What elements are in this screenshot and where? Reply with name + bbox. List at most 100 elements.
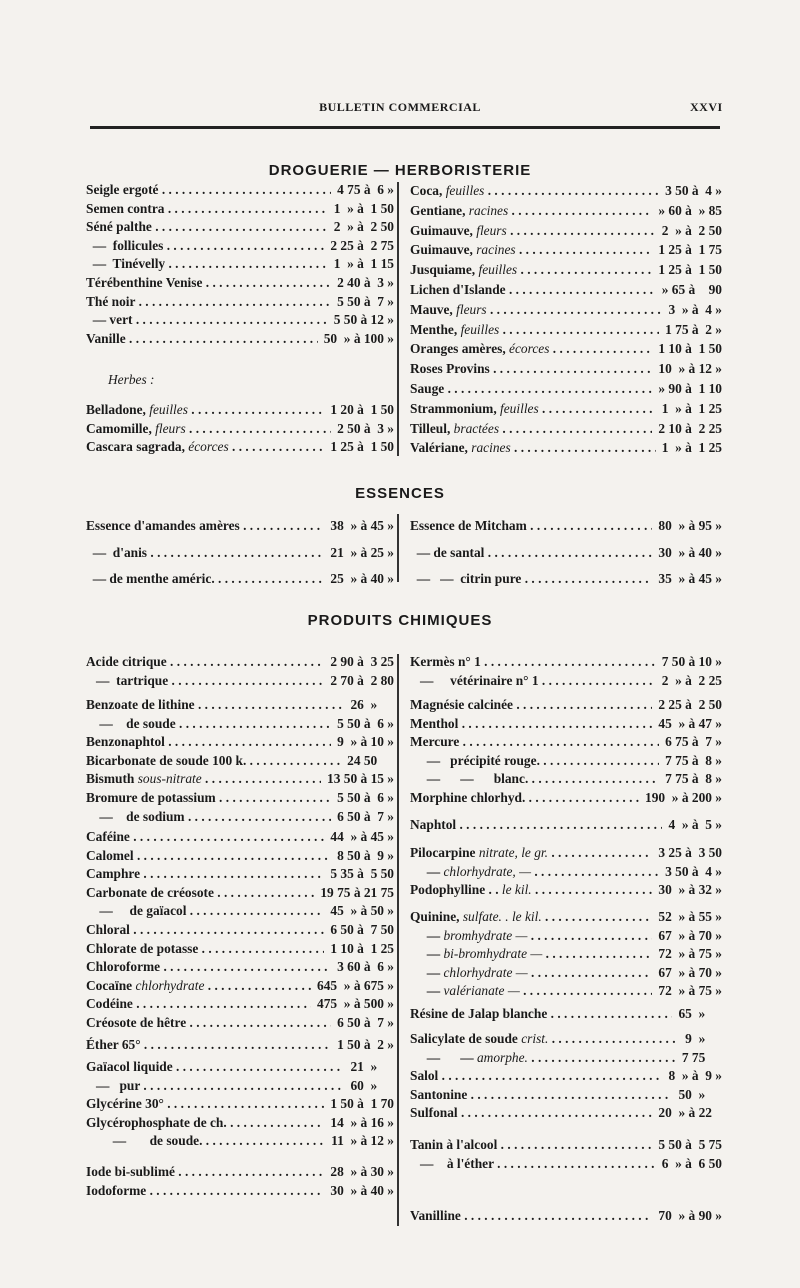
price-row: — — amorphe. 7 75 xyxy=(410,1049,722,1068)
column-divider xyxy=(397,514,399,582)
product-name-text: — vétérinaire n° 1 xyxy=(410,672,539,688)
price-row: — Tinévelly 1 » à 1 15 xyxy=(86,255,394,274)
product-name: Coca, feuilles xyxy=(410,181,659,201)
product-name: Salicylate de soude crist. xyxy=(410,1030,679,1049)
product-name-text: Naphtol xyxy=(410,817,457,832)
price-row: Salicylate de soude crist. 9 » xyxy=(410,1030,722,1049)
price-range: 6 » à 6 50 xyxy=(661,1155,722,1171)
price-row: — de soude 5 50 à 6 » xyxy=(86,715,394,734)
price-range: 11 » à 12 » xyxy=(331,1133,394,1149)
product-group: Résine de Jalap blanche 65 » xyxy=(410,1005,722,1024)
product-name: Menthe, feuilles xyxy=(410,320,659,340)
product-name: Quinine, sulfate. . le kil. xyxy=(410,908,652,927)
product-name: — d'anis xyxy=(86,540,324,567)
price-range: 5 50 à 7 » xyxy=(337,293,394,309)
product-name-text: — xyxy=(410,863,444,879)
price-range: 21 » à 25 » xyxy=(330,544,394,560)
product-name-text: — de soude xyxy=(86,715,176,731)
price-range: 52 » à 55 » xyxy=(658,909,722,924)
product-name-text: Oranges amères, xyxy=(410,341,510,357)
product-qualifier: écorces xyxy=(188,439,229,455)
product-name: Magnésie calcinée xyxy=(410,696,652,715)
product-name-text: — précipité rouge. xyxy=(410,752,540,768)
product-name: Vanilline xyxy=(410,1207,652,1226)
price-range: 2 » à 2 25 xyxy=(661,672,722,688)
product-name-text: Éther 65° xyxy=(86,1037,141,1052)
price-range: 2 40 à 3 » xyxy=(337,274,394,290)
product-name: Bismuth sous-nitrate xyxy=(86,770,321,789)
product-name-text: — à l'éther xyxy=(410,1155,494,1171)
product-group: Pilocarpine nitrate, le gr. 3 25 à 3 50 —… xyxy=(410,844,722,900)
product-name-text: — de sodium xyxy=(86,808,185,824)
price-row: Quinine, sulfate. . le kil. 52 » à 55 » xyxy=(410,908,722,927)
product-name-text: Tilleul, xyxy=(410,420,454,436)
product-name-text: Vanilline xyxy=(410,1208,461,1223)
price-range: 2 25 à 2 75 xyxy=(330,237,394,253)
product-name: Cascara sagrada, écorces xyxy=(86,438,324,457)
product-name-text: Séné palthe xyxy=(86,219,152,235)
product-name: Glycérine 30° xyxy=(86,1095,324,1114)
price-range: 1 » à 1 25 xyxy=(661,440,722,456)
price-range: » 65 à 90 xyxy=(661,281,722,297)
product-name: Belladone, feuilles xyxy=(86,401,324,420)
price-row: Tilleul, bractées 2 10 à 2 25 xyxy=(410,419,722,439)
product-qualifier: valérianate — xyxy=(443,983,520,999)
product-name: — de soude xyxy=(86,715,331,734)
price-range: 50 » xyxy=(678,1086,722,1102)
price-row: Seigle ergoté 4 75 à 6 » xyxy=(86,181,394,200)
section-title-essences: ESSENCES xyxy=(355,485,445,502)
price-range: 60 » xyxy=(350,1077,394,1093)
product-name-text: Bicarbonate de soude 100 k. xyxy=(86,752,247,768)
product-qualifier: chlorhydrate, — xyxy=(443,863,532,879)
price-row: Chloroforme 3 60 à 6 » xyxy=(86,958,394,977)
price-row: Vanille 50 » à 100 » xyxy=(86,330,394,349)
product-qualifier: bractées xyxy=(453,420,500,436)
product-name-text: Mercure xyxy=(410,734,460,750)
price-range: 3 50 à 4 » xyxy=(665,183,722,198)
product-name: Gentiane, racines xyxy=(410,201,652,221)
product-name: — de gaïacol xyxy=(86,902,324,921)
product-name-text: Iodoforme xyxy=(86,1182,147,1198)
price-range: 2 10 à 2 25 xyxy=(658,420,722,436)
product-qualifier: racines xyxy=(471,440,511,456)
product-name: — précipité rouge. xyxy=(410,752,659,771)
price-row: — tartrique 2 70 à 2 80 xyxy=(86,672,394,691)
product-group: Gaïacol liquide 21 » — pur 60 » Glycérine … xyxy=(86,1058,394,1151)
price-row: Gentiane, racines » 60 à » 85 xyxy=(410,201,722,221)
price-range: 20 » à 22 xyxy=(658,1105,722,1121)
product-group: Iode bi-sublimé 28 » à 30 » Iodoforme 30 » … xyxy=(86,1163,394,1200)
price-row: Éther 65° 1 50 à 2 » xyxy=(86,1036,394,1055)
product-name: Créosote de hêtre xyxy=(86,1014,331,1033)
price-row: Calomel 8 50 à 9 » xyxy=(86,847,394,866)
product-name: — de santal xyxy=(410,540,652,567)
product-qualifier: sulfate. . le kil. xyxy=(462,909,542,924)
price-range: 30 » à 40 » xyxy=(330,1182,394,1198)
product-name-text: Chloroforme xyxy=(86,959,161,975)
product-name-text: — tartrique xyxy=(86,672,169,688)
product-name: — à l'éther xyxy=(410,1155,656,1174)
price-range: 1 75 à 2 » xyxy=(665,321,722,337)
price-range: 19 75 à 21 75 xyxy=(320,884,394,900)
price-range: 1 20 à 1 50 xyxy=(330,402,394,417)
product-name: — chlorhydrate — xyxy=(410,964,652,983)
price-row: — follicules 2 25 à 2 75 xyxy=(86,237,394,256)
price-row: Semen contra 1 » à 1 50 xyxy=(86,200,394,219)
price-range: 1 10 à 1 50 xyxy=(658,341,722,357)
price-row: Magnésie calcinée 2 25 à 2 50 xyxy=(410,696,722,715)
product-name: Chloral xyxy=(86,921,324,940)
product-name-text: Vanille xyxy=(86,330,126,346)
price-range: 5 50 à 5 75 xyxy=(658,1137,722,1152)
price-range: 2 90 à 3 25 xyxy=(330,654,394,669)
price-range: » 60 à » 85 xyxy=(658,202,722,218)
price-row: — pur 60 » xyxy=(86,1077,394,1096)
product-qualifier: feuilles xyxy=(500,400,539,416)
product-name: Lichen d'Islande xyxy=(410,280,656,300)
product-name: — bi-bromhydrate — xyxy=(410,945,652,964)
product-name: Pilocarpine nitrate, le gr. xyxy=(410,844,652,863)
price-range: 65 » xyxy=(678,1006,722,1021)
price-row: Tanin à l'alcool 5 50 à 5 75 xyxy=(410,1136,722,1155)
droguerie-left-column: Seigle ergoté 4 75 à 6 » Semen contra 1 » à… xyxy=(86,181,394,348)
price-range: 645 » à 675 » xyxy=(317,977,394,993)
product-group: Kermès n° 1 7 50 à 10 » — vétérinaire n° … xyxy=(410,653,722,690)
product-name: Tilleul, bractées xyxy=(410,419,652,439)
